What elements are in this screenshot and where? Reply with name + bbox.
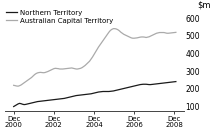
Northern Territory — [175, 81, 177, 82]
Legend: Northern Territory, Australian Capital Territory: Northern Territory, Australian Capital T… — [6, 10, 113, 24]
Australian Capital Territory — [167, 32, 170, 34]
Australian Capital Territory — [112, 28, 115, 29]
Australian Capital Territory — [88, 60, 91, 62]
Northern Territory — [87, 93, 89, 95]
Australian Capital Territory — [130, 37, 132, 39]
Northern Territory — [60, 98, 63, 100]
Australian Capital Territory — [173, 32, 176, 33]
Australian Capital Territory — [17, 85, 19, 87]
Australian Capital Territory — [61, 68, 64, 70]
Australian Capital Territory — [12, 84, 15, 86]
Y-axis label: $m: $m — [197, 0, 211, 9]
Northern Territory — [164, 82, 167, 84]
Line: Australian Capital Territory: Australian Capital Territory — [14, 29, 176, 86]
Australian Capital Territory — [93, 54, 95, 55]
Northern Territory — [12, 106, 15, 107]
Australian Capital Territory — [175, 32, 177, 33]
Northern Territory — [91, 93, 94, 94]
Northern Territory — [170, 81, 173, 83]
Northern Territory — [127, 87, 130, 88]
Line: Northern Territory: Northern Territory — [14, 82, 176, 107]
